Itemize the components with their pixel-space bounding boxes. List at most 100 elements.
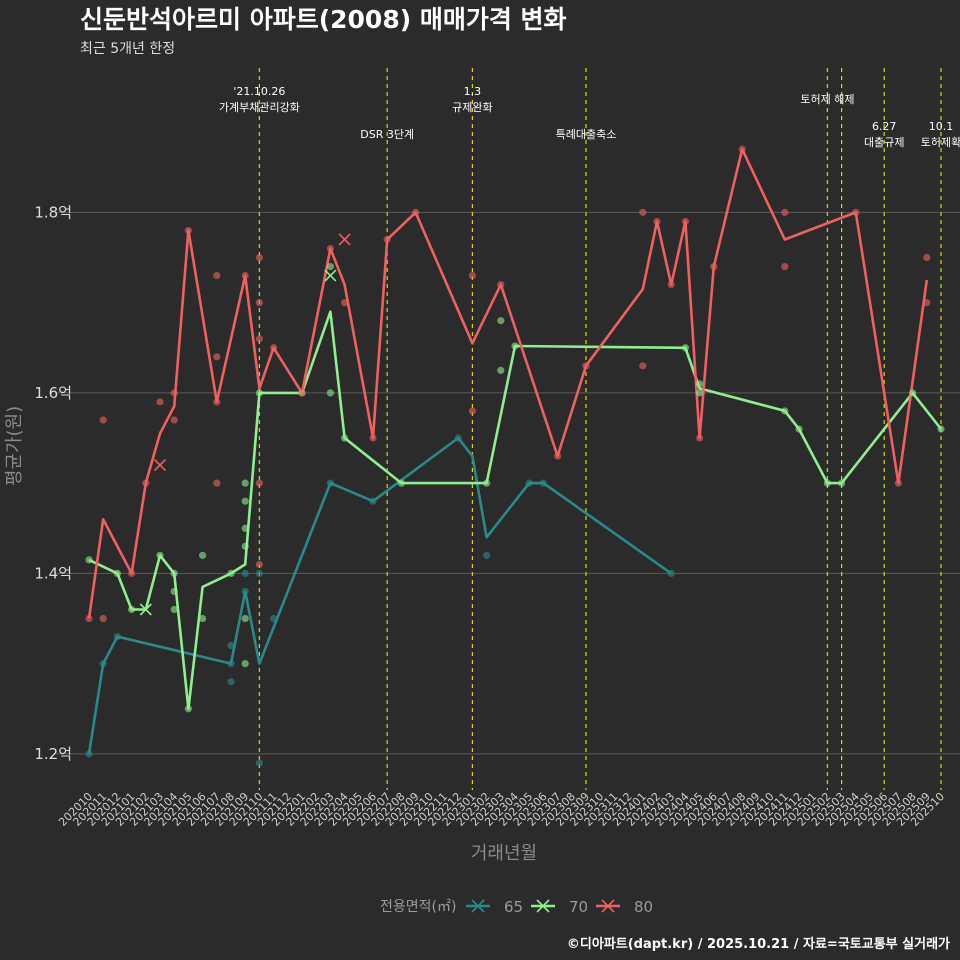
- data-point-70: [170, 587, 178, 596]
- data-point-65: [241, 587, 249, 596]
- data-point-80: [255, 560, 263, 568]
- data-point-80: [142, 479, 150, 487]
- y-gridlines: [55, 211, 960, 755]
- data-point-70: [497, 366, 505, 374]
- data-point-80: [681, 217, 690, 226]
- data-point-80: [255, 253, 263, 262]
- chart-title: 신둔반석아르미 아파트(2008) 매매가격 변화: [80, 5, 567, 34]
- data-cross-70: [324, 269, 337, 282]
- series-lines: [87, 147, 943, 755]
- data-point-80: [99, 614, 107, 623]
- data-point-65: [255, 569, 263, 578]
- y-tick-labels: 1.2억 1.4억 1.6억 1.8억: [34, 203, 72, 763]
- data-point-70: [511, 342, 519, 350]
- data-point-80: [128, 569, 136, 578]
- data-point-70: [227, 569, 235, 578]
- data-point-80: [213, 479, 221, 487]
- data-point-80: [696, 434, 704, 442]
- data-point-65: [483, 551, 491, 559]
- legend: 전용면적(㎡) 65 70 80: [380, 898, 653, 916]
- data-point-80: [497, 281, 505, 289]
- data-point-65: [270, 614, 278, 623]
- data-point-70: [241, 479, 249, 487]
- data-point-80: [255, 479, 263, 487]
- data-point-65: [525, 479, 533, 487]
- data-point-80: [852, 208, 860, 216]
- data-point-80: [710, 262, 718, 271]
- data-point-70: [184, 705, 192, 713]
- legend-key-cross-65: [471, 899, 485, 913]
- data-point-80: [653, 217, 661, 226]
- event-label: 토허제 해제: [800, 92, 854, 106]
- data-point-80: [170, 416, 178, 424]
- y-tick-label: 1.2억: [34, 745, 72, 763]
- legend-key-cross-80: [601, 899, 615, 913]
- chart-caption: ©디아파트(dapt.kr) / 2025.10.21 / 자료=국토교통부 실…: [567, 936, 950, 952]
- data-point-80: [170, 389, 178, 397]
- data-point-80: [894, 479, 903, 487]
- data-point-65: [539, 479, 548, 487]
- data-point-80: [241, 271, 249, 280]
- event-label: '21.10.26: [233, 85, 285, 98]
- data-point-80: [99, 416, 107, 424]
- data-point-70: [681, 344, 690, 352]
- data-point-80: [213, 271, 221, 280]
- data-point-80: [639, 208, 647, 216]
- event-label-detail: 토허제확: [921, 136, 960, 149]
- data-point-70: [241, 497, 249, 505]
- data-point-65: [241, 569, 249, 578]
- data-point-80: [582, 362, 590, 370]
- event-label: 6.27: [872, 120, 897, 133]
- series-line-80: [87, 147, 929, 619]
- data-point-80: [341, 299, 349, 307]
- data-point-65: [326, 479, 334, 487]
- data-point-70: [781, 407, 789, 415]
- data-point-70: [113, 569, 121, 578]
- y-tick-label: 1.8억: [34, 203, 72, 221]
- data-point-65: [227, 678, 235, 686]
- data-point-65: [255, 759, 263, 767]
- data-point-70: [696, 380, 704, 388]
- legend-title: 전용면적(㎡): [380, 899, 456, 915]
- legend-label-70: 70: [569, 898, 588, 916]
- data-point-80: [255, 335, 263, 343]
- data-point-80: [923, 299, 931, 307]
- y-tick-label: 1.6억: [34, 384, 72, 402]
- data-point-65: [113, 632, 121, 641]
- data-point-80: [468, 407, 476, 415]
- legend-label-80: 80: [634, 898, 653, 916]
- data-point-80: [255, 299, 263, 307]
- legend-key-cross-70: [536, 899, 550, 913]
- event-label: 특례대출축소: [556, 128, 617, 141]
- data-point-65: [369, 497, 377, 505]
- data-point-65: [85, 750, 93, 758]
- data-point-80: [412, 208, 420, 216]
- data-point-70: [255, 389, 263, 397]
- event-label-detail: 대출규제: [864, 136, 904, 149]
- data-point-70: [241, 542, 249, 550]
- data-point-80: [639, 362, 647, 370]
- data-point-70: [483, 479, 491, 487]
- data-point-65: [454, 434, 462, 442]
- data-point-80: [184, 226, 192, 235]
- data-point-70: [241, 660, 249, 668]
- event-label: 1.3: [464, 85, 482, 98]
- data-point-70: [128, 605, 136, 614]
- data-point-70: [696, 389, 704, 397]
- data-point-80: [781, 208, 789, 216]
- y-tick-label: 1.4억: [34, 564, 72, 582]
- data-point-70: [156, 551, 164, 559]
- data-point-80: [383, 235, 391, 244]
- data-point-70: [170, 569, 178, 578]
- data-point-80: [923, 253, 931, 262]
- data-point-80: [468, 271, 476, 280]
- data-point-65: [99, 660, 107, 668]
- data-point-70: [241, 524, 249, 532]
- x-axis-label: 거래년월: [471, 843, 537, 864]
- data-cross-70: [139, 603, 152, 616]
- data-point-70: [326, 389, 334, 397]
- data-point-80: [667, 281, 675, 289]
- event-label: DSR 3단계: [360, 128, 414, 141]
